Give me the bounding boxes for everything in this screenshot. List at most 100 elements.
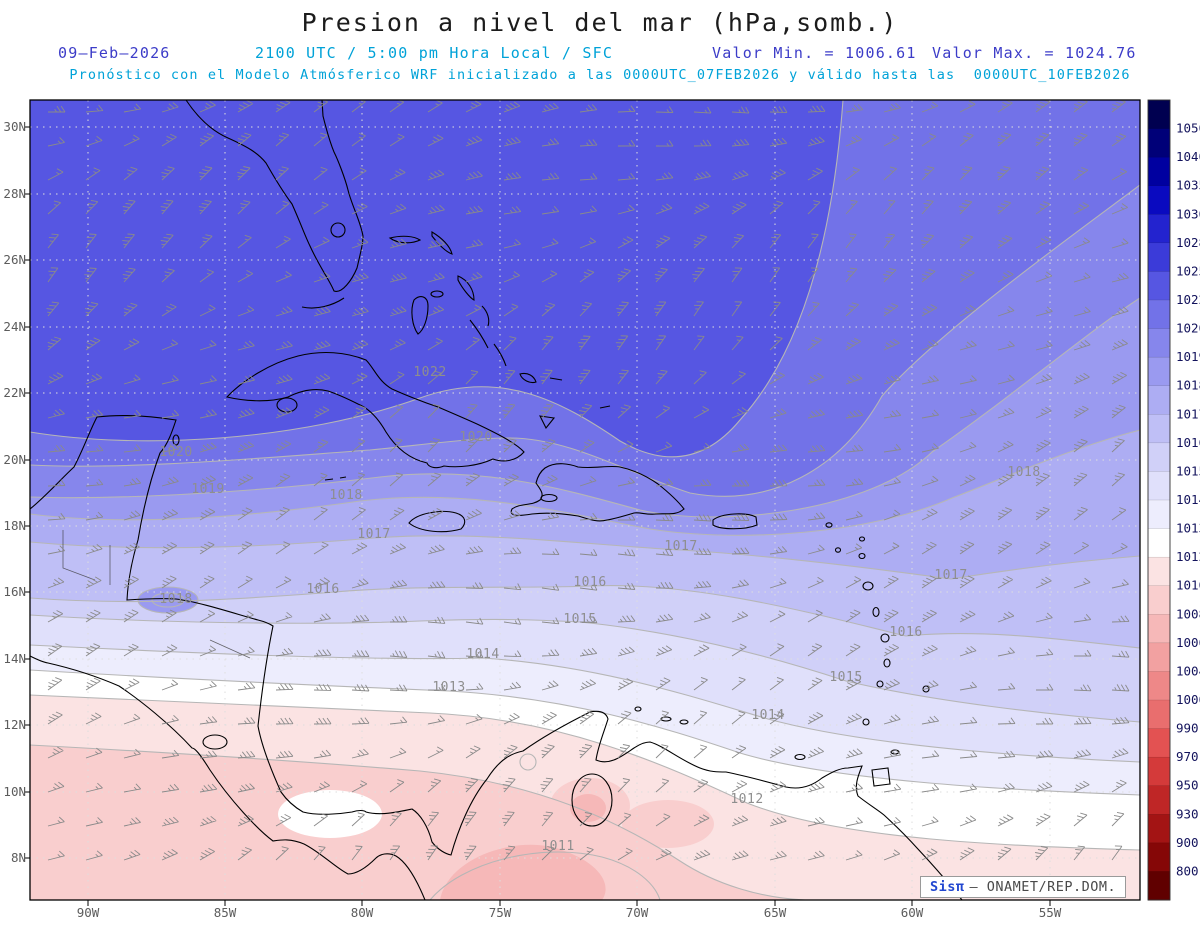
valid-date: 09—Feb—2026 [58, 44, 171, 62]
contour-label: 1014 [751, 708, 784, 723]
contour-label: 1017 [934, 568, 967, 583]
martinique [880, 633, 890, 643]
lon-label: 60W [901, 905, 924, 920]
contour-label: 1016 [306, 582, 339, 597]
isla-juventud [276, 397, 298, 413]
colorbar-segment [1147, 614, 1171, 644]
colorbar-segment [1147, 842, 1171, 873]
colorbar-label: 1019 [1176, 349, 1200, 364]
barbados [922, 685, 930, 693]
axis-labels: 30N 28N 26N 24N 22N 20N 18N 16N 14N 12N 10N 8N 90W 85… [3, 119, 1061, 920]
bahamas-cat-island [481, 305, 490, 327]
lake-maracaibo [571, 773, 613, 827]
contour-label: 1016 [573, 575, 606, 590]
lon-label: 90W [77, 905, 100, 920]
colorbar-segment [1147, 328, 1171, 358]
coastline-hispaniola [510, 463, 685, 522]
colorbar-segment [1147, 99, 1171, 130]
watermark-logo: Sisπ [930, 879, 965, 895]
isobar-labels-layer: 1022 1020 1020 1019 1018 1018 1018 1017 1017 1017… [159, 365, 1040, 854]
lat-label: 16N [3, 584, 26, 599]
wind-barbs-layer [46, 100, 1130, 861]
pressure-shading-layer [30, 100, 1140, 900]
colorbar-label: 990 [1176, 721, 1199, 736]
bahamas-eleuthera [457, 275, 475, 301]
lon-label: 55W [1039, 905, 1062, 920]
lon-label: 85W [214, 905, 237, 920]
colorbar-segment [1147, 814, 1171, 844]
lat-label: 8N [11, 850, 26, 865]
lat-label: 20N [3, 452, 26, 467]
margarita [794, 753, 806, 761]
colorbar-label: 1017 [1176, 406, 1200, 421]
contour-label: 1017 [664, 539, 697, 554]
lat-label: 10N [3, 784, 26, 799]
bahamas-grand-bahama [388, 235, 422, 244]
valid-time: 2100 UTC / 5:00 pm Hora Local / SFC [255, 44, 614, 62]
colorbar-label: 1028 [1176, 235, 1200, 250]
colorbar-segment [1147, 471, 1171, 501]
border-mexico-guatemala [62, 530, 96, 581]
isobar-layer [30, 100, 1140, 900]
watermark: Sisπ – ONAMET/REP.DOM. [920, 876, 1127, 898]
colorbar-segment [1147, 271, 1171, 301]
contour-label: 1012 [730, 792, 763, 807]
bonaire [679, 719, 689, 725]
lon-label: 65W [764, 905, 787, 920]
axis-ticks [24, 126, 1051, 906]
contour-label: 1020 [459, 430, 492, 445]
lon-label: 70W [626, 905, 649, 920]
cozumel [172, 434, 180, 446]
colorbar-segment [1147, 442, 1171, 473]
contour-label: 1022 [413, 365, 446, 380]
trinidad [871, 767, 891, 787]
st-kitts [834, 547, 842, 553]
colorbar-label: 1025 [1176, 263, 1200, 278]
contour-label: 1011 [541, 839, 574, 854]
lat-label: 26N [3, 252, 26, 267]
colorbar-label: 1006 [1176, 635, 1200, 650]
colorbar-segment [1147, 414, 1171, 444]
contour-label: 1018 [159, 592, 192, 607]
colorbar-label: 900 [1176, 835, 1199, 850]
map-frame [29, 99, 1141, 901]
colorbar-segment [1147, 642, 1171, 673]
bahamas-new-providence [430, 290, 444, 298]
contour-label: 1018 [1007, 465, 1040, 480]
colorbar-segment [1147, 385, 1171, 415]
page-title: Presion a nivel del mar (hPa,somb.) [301, 8, 899, 37]
turks-caicos [599, 405, 611, 409]
colorbar-segment [1147, 214, 1171, 244]
colorbar-label: 1004 [1176, 663, 1200, 678]
value-min-label: Valor Min. = 1006.61 [712, 44, 917, 62]
contour-label: 1019 [191, 482, 224, 497]
colorbar-label: 1022 [1176, 292, 1200, 307]
colorbar-segment [1147, 871, 1171, 901]
lat-label: 30N [3, 119, 26, 134]
bahamas-andros [411, 296, 429, 335]
contour-label: 1020 [159, 445, 192, 460]
lat-label: 28N [3, 186, 26, 201]
colorbar-label: 1013 [1176, 521, 1200, 536]
coastline-pacific-central-america [30, 655, 426, 900]
antigua [858, 552, 866, 560]
bahamas-exuma [469, 319, 489, 349]
coastline-cuba [225, 352, 525, 469]
colorbar-label: 1012 [1176, 549, 1200, 564]
aruba [634, 706, 642, 712]
contour-label: 1018 [329, 488, 362, 503]
colorbar: 1050 1040 1035 1030 1028 1025 1022 1020 1019 1018… [1147, 99, 1200, 901]
lat-label: 18N [3, 518, 26, 533]
lat-label: 14N [3, 651, 26, 666]
colorbar-segment [1147, 356, 1171, 387]
colorbar-segment [1147, 756, 1171, 787]
colorbar-label: 1040 [1176, 149, 1200, 164]
coastline-florida-keys [301, 297, 345, 309]
ile-de-la-gonave [540, 493, 558, 503]
contour-label: 1014 [466, 647, 499, 662]
contour-label: 1016 [889, 625, 922, 640]
lat-label: 24N [3, 319, 26, 334]
lon-label: 80W [351, 905, 374, 920]
contour-label: 1013 [432, 680, 465, 695]
